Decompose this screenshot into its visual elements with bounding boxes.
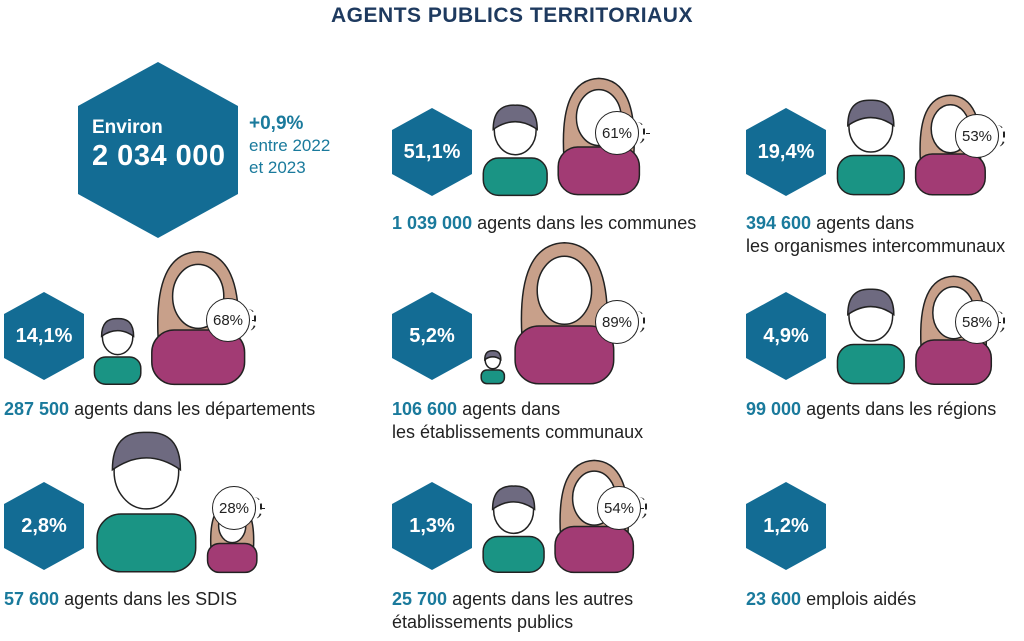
evolution-value: +0,9% — [249, 113, 304, 134]
women-share-ring: 54% — [597, 486, 647, 530]
category-count: 287 500 — [4, 399, 70, 419]
category-hexagon — [746, 482, 826, 570]
category-caption: 99 000 agents dans les régions — [746, 399, 997, 419]
category-share: 5,2% — [409, 325, 455, 347]
category-count: 394 600 — [746, 213, 812, 233]
category-count: 1 039 000 — [392, 213, 473, 233]
ring-connector — [261, 508, 266, 509]
chart-title: AGENTS PUBLICS TERRITORIAUX — [331, 4, 693, 27]
total-label: Environ — [92, 117, 163, 138]
man-figure — [482, 104, 548, 196]
category-hexagon — [746, 292, 826, 380]
woman-figure — [513, 242, 615, 385]
women-share-ring: 28% — [212, 486, 262, 530]
category-share: 2,8% — [21, 515, 67, 537]
women-share-ring: 53% — [955, 114, 1005, 158]
category-hexagon — [4, 482, 84, 570]
total-evolution: +0,9% entre 2022 et 2023 — [249, 113, 330, 179]
category-share: 51,1% — [403, 141, 461, 163]
category-caption: 1 039 000 agents dans les communes — [392, 213, 697, 233]
category-hexagon — [746, 108, 826, 196]
category-hexagon — [392, 482, 472, 570]
total-value: 2 034 000 — [92, 140, 226, 172]
man-figure — [836, 288, 905, 385]
category-count: 25 700 — [392, 589, 448, 609]
women-share-ring: 61% — [595, 111, 645, 155]
evolution-text-1: entre 2022 — [249, 136, 331, 155]
category-share: 1,3% — [409, 515, 455, 537]
category-count: 99 000 — [746, 399, 802, 419]
category-caption: 23 600 emplois aidés — [746, 589, 917, 609]
women-share-ring: 89% — [595, 300, 645, 344]
category-share: 19,4% — [757, 141, 815, 163]
category-hexagon — [4, 292, 84, 380]
man-figure — [482, 485, 545, 573]
category-share: 1,2% — [763, 515, 809, 537]
category-caption: 287 500 agents dans les départements — [4, 399, 316, 419]
women-share-ring: 68% — [206, 298, 256, 342]
category-count: 23 600 — [746, 589, 802, 609]
man-figure — [96, 431, 197, 573]
man-figure — [93, 317, 142, 385]
category-hexagon — [392, 292, 472, 380]
man-figure — [480, 350, 506, 385]
category-caption: 25 700 agents dans les autres établisseme… — [392, 589, 634, 632]
category-share: 4,9% — [763, 325, 809, 347]
women-share-ring: 58% — [955, 300, 1005, 344]
evolution-text-2: et 2023 — [249, 158, 306, 177]
total-hexagon — [78, 62, 238, 238]
man-figure — [836, 99, 905, 196]
category-caption: 106 600 agents dans les établissements co… — [392, 399, 644, 442]
category-share: 14,1% — [15, 325, 73, 347]
category-count: 106 600 — [392, 399, 458, 419]
category-caption: 394 600 agents dans les organismes interc… — [746, 213, 1006, 256]
category-caption: 57 600 agents dans les SDIS — [4, 589, 238, 609]
category-count: 57 600 — [4, 589, 60, 609]
ring-connector — [646, 133, 650, 134]
category-hexagon — [392, 108, 472, 196]
